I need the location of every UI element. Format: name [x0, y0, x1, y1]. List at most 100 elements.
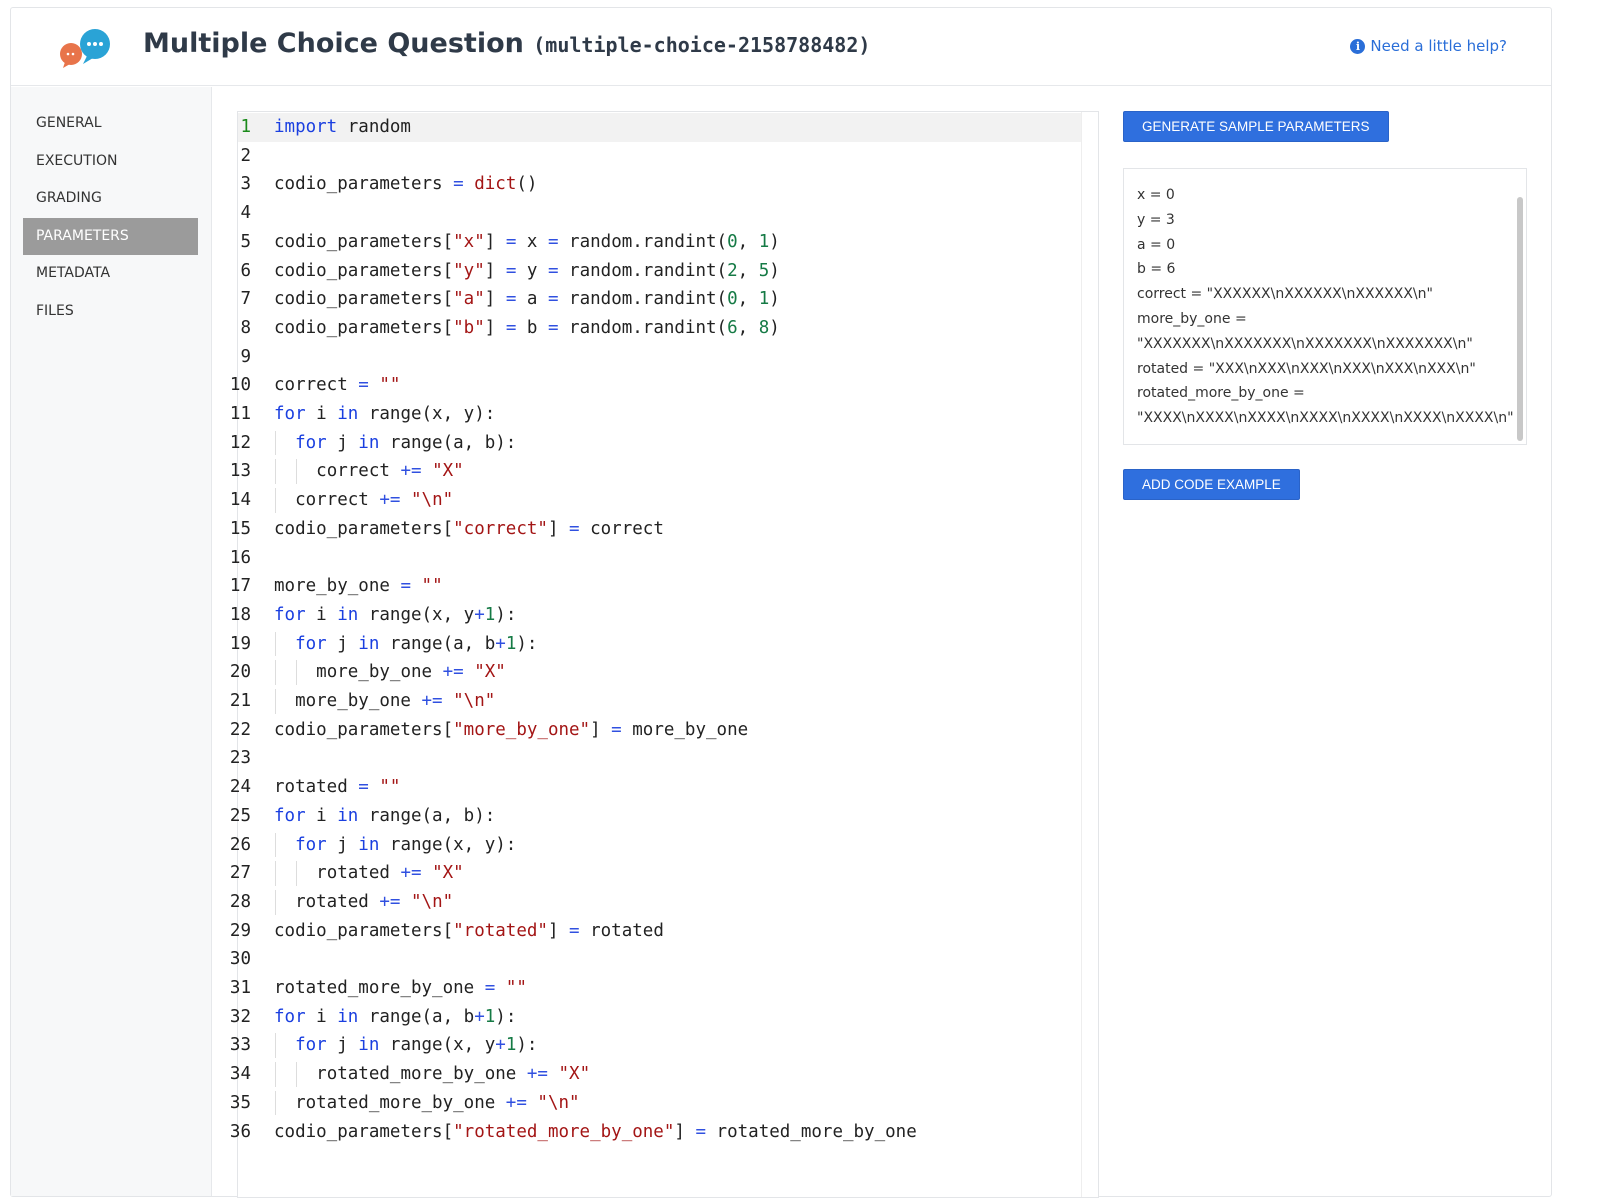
- code-text: for i in range(a, b+1):: [274, 1003, 516, 1032]
- code-line[interactable]: 35 rotated_more_by_one += "\n": [230, 1089, 1081, 1118]
- code-line[interactable]: 11 for i in range(x, y):: [230, 400, 1081, 429]
- line-number: 4: [240, 203, 251, 224]
- code-line[interactable]: 8 codio_parameters["b"] = b = random.rand…: [238, 314, 1081, 343]
- indent-guide: [275, 660, 276, 685]
- code-line[interactable]: 16: [230, 544, 1081, 573]
- code-token: for: [295, 834, 327, 855]
- code-token: correct: [274, 375, 359, 396]
- code-token: in: [358, 834, 380, 855]
- sidebar-item-execution[interactable]: EXECUTION: [36, 152, 118, 169]
- line-number: 29: [229, 920, 251, 941]
- code-line[interactable]: 34 rotated_more_by_one += "X": [230, 1060, 1081, 1089]
- code-line[interactable]: 15 codio_parameters["correct"] = correct: [230, 515, 1081, 544]
- line-number: 14: [229, 490, 251, 511]
- code-line[interactable]: 25 for i in range(a, b):: [230, 802, 1081, 831]
- title-text: Multiple Choice Question: [143, 28, 524, 59]
- code-text: import random: [274, 113, 411, 142]
- indent-guide: [275, 631, 276, 657]
- code-line[interactable]: 1 import random: [238, 113, 1081, 142]
- indent-guide: [296, 459, 298, 485]
- help-link[interactable]: i Need a little help?: [1350, 37, 1507, 55]
- code-line[interactable]: 21 more_by_one += "\n": [230, 687, 1081, 716]
- code-line[interactable]: 27 rotated += "X": [230, 859, 1081, 888]
- code-token: import: [274, 117, 338, 137]
- code-line[interactable]: 18 for i in range(x, y+1):: [230, 601, 1081, 630]
- parameter-line: "XXXXXXX\nXXXXXXX\nXXXXXXX\nXXXXXXX\n": [1137, 335, 1473, 352]
- sidebar-item-files[interactable]: FILES: [36, 302, 74, 319]
- info-circle-icon: i: [1350, 38, 1366, 54]
- code-line[interactable]: 20 more_by_one += "X": [230, 658, 1081, 687]
- code-token: =: [358, 375, 369, 396]
- code-line[interactable]: 3 codio_parameters = dict(): [238, 170, 1081, 199]
- line-number: 36: [229, 1121, 251, 1142]
- code-token: more_by_one: [621, 719, 749, 740]
- sidebar-item-parameters[interactable]: PARAMETERS: [23, 217, 198, 255]
- code-line[interactable]: 32 for i in range(a, b+1):: [230, 1003, 1081, 1032]
- generate-sample-parameters-button[interactable]: GENERATE SAMPLE PARAMETERS: [1123, 111, 1389, 142]
- code-token: 6: [727, 317, 738, 338]
- code-text: for j in range(x, y):: [274, 831, 516, 860]
- code-text: more_by_one = "": [274, 572, 443, 601]
- code-text: for j in range(a, b+1):: [274, 630, 537, 659]
- code-line[interactable]: 10 correct = "": [230, 371, 1081, 400]
- add-code-example-button[interactable]: ADD CODE EXAMPLE: [1123, 469, 1300, 500]
- code-token: rotated_more_by_one: [706, 1121, 917, 1142]
- line-number: 9: [240, 346, 251, 367]
- code-line[interactable]: 7 codio_parameters["a"] = a = random.rand…: [238, 285, 1081, 314]
- code-line[interactable]: 17 more_by_one = "": [230, 572, 1081, 601]
- code-token: j: [326, 1035, 359, 1056]
- code-token: +=: [505, 1092, 527, 1113]
- code-line[interactable]: 2: [238, 142, 1081, 171]
- code-token: for: [295, 1035, 327, 1056]
- sidebar-item-grading[interactable]: GRADING: [36, 190, 102, 206]
- code-line[interactable]: 4: [238, 199, 1081, 228]
- code-text: codio_parameters["b"] = b = random.randi…: [274, 314, 780, 343]
- line-number: 21: [229, 691, 251, 711]
- code-token: rotated: [579, 920, 664, 941]
- code-line[interactable]: 12 for j in range(a, b):: [230, 429, 1081, 458]
- code-token: +=: [379, 490, 401, 511]
- code-line[interactable]: 23: [230, 744, 1081, 773]
- sidebar: GENERAL EXECUTION GRADING PARAMETERS METADAT…: [11, 87, 212, 1196]
- code-token: 2: [727, 260, 738, 281]
- line-number: 30: [229, 949, 251, 970]
- code-editor[interactable]: 1 import random 2 3 codio_parameters = dict(…: [230, 111, 1099, 1198]
- code-line[interactable]: 9: [238, 343, 1081, 372]
- params-scrollbar[interactable]: [1517, 197, 1523, 441]
- code-line[interactable]: 30: [230, 945, 1081, 974]
- code-token: ,: [737, 260, 759, 281]
- code-token: "more_by_one": [453, 719, 591, 740]
- code-text: codio_parameters["y"] = y = random.randi…: [274, 257, 780, 286]
- code-token: random.randint(: [558, 260, 728, 281]
- sidebar-item-metadata[interactable]: METADATA: [36, 265, 111, 281]
- code-token: ):: [516, 633, 538, 654]
- line-number: 17: [229, 576, 251, 597]
- code-line[interactable]: 14 correct += "\n": [230, 486, 1081, 515]
- code-token: [495, 978, 506, 998]
- code-line[interactable]: 26 for j in range(x, y):: [230, 831, 1081, 860]
- code-line[interactable]: 28 rotated += "\n": [230, 888, 1081, 917]
- code-line[interactable]: 36 codio_parameters["rotated_more_by_one"…: [230, 1118, 1081, 1147]
- parameter-line: x = 0: [1137, 187, 1175, 203]
- help-label: Need a little help?: [1370, 37, 1507, 55]
- code-line[interactable]: 29 codio_parameters["rotated"] = rotated: [230, 917, 1081, 946]
- sidebar-item-general[interactable]: GENERAL: [36, 115, 102, 131]
- code-line[interactable]: 6 codio_parameters["y"] = y = random.rand…: [238, 257, 1081, 286]
- editor-scrollbar[interactable]: [1081, 112, 1098, 1197]
- code-token: codio_parameters[: [274, 231, 454, 252]
- indent-guide: [275, 861, 276, 886]
- code-line[interactable]: 19 for j in range(a, b+1):: [230, 630, 1081, 659]
- code-line[interactable]: 13 correct += "X": [230, 457, 1081, 486]
- indent-guide: [296, 861, 298, 886]
- code-line[interactable]: 31 rotated_more_by_one = "": [230, 974, 1081, 1003]
- code-token: [369, 777, 380, 797]
- code-line[interactable]: 5 codio_parameters["x"] = x = random.rand…: [238, 228, 1081, 257]
- code-line[interactable]: 22 codio_parameters["more_by_one"] = more…: [230, 716, 1081, 745]
- code-token: "X": [432, 461, 464, 482]
- code-line[interactable]: 24 rotated = "": [230, 773, 1081, 802]
- code-token: b: [516, 317, 548, 338]
- code-line[interactable]: 33 for j in range(x, y+1):: [230, 1031, 1081, 1060]
- code-token: +=: [421, 691, 443, 711]
- code-token: =: [505, 260, 517, 281]
- code-token: [400, 490, 411, 510]
